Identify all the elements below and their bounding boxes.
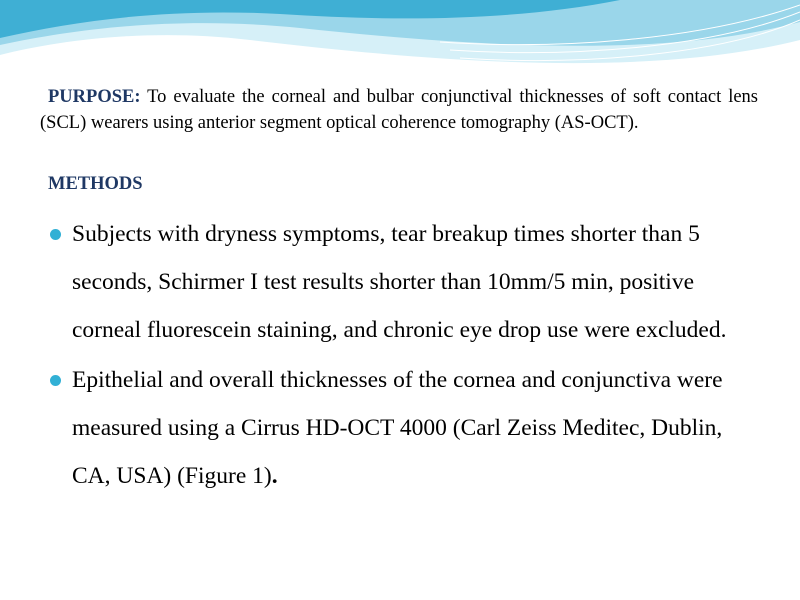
methods-bullet-list: Subjects with dryness symptoms, tear bre… — [0, 210, 800, 500]
purpose-text: To evaluate the corneal and bulbar conju… — [40, 87, 758, 133]
list-item: Subjects with dryness symptoms, tear bre… — [0, 210, 752, 354]
purpose-label: PURPOSE: — [48, 87, 141, 107]
bullet-dot-icon — [50, 229, 61, 240]
bullet-text: Subjects with dryness symptoms, tear bre… — [72, 221, 727, 343]
bullet-text: Epithelial and overall thicknesses of th… — [72, 367, 723, 489]
bullet-dot-icon — [50, 375, 61, 386]
methods-heading: METHODS — [48, 174, 143, 194]
purpose-paragraph: PURPOSE: To evaluate the corneal and bul… — [40, 84, 758, 136]
list-item: Epithelial and overall thicknesses of th… — [0, 356, 752, 500]
decorative-wave-header — [0, 0, 800, 64]
bullet-end-period: . — [271, 463, 278, 489]
